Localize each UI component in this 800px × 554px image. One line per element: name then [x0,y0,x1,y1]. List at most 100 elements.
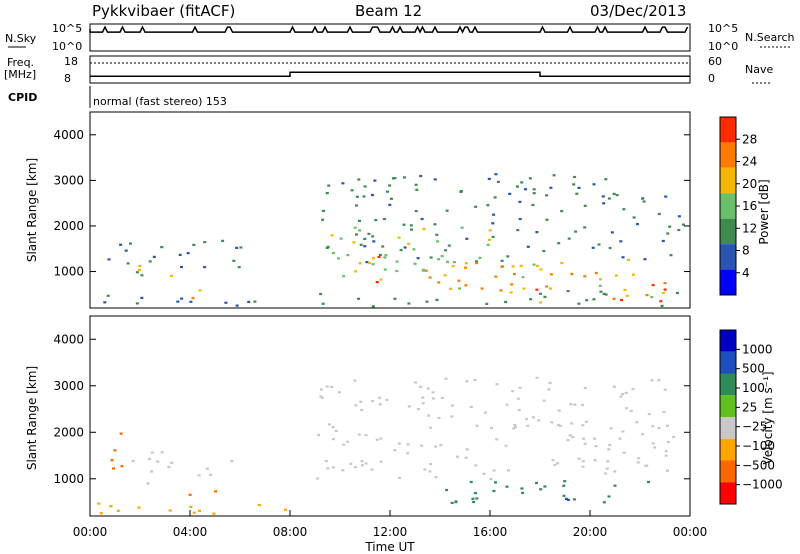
colorbar-swatch [720,438,736,461]
colorbar-swatch [720,167,736,194]
cell-velocity-4 [469,405,473,409]
xtick-label: 20:00 [573,525,608,539]
colorbar-tick-label: −1000 [742,478,783,492]
cell-velocity-4 [650,379,654,382]
cell-power-5 [532,188,536,191]
cell-velocity-5 [445,488,449,492]
velocity-frame [89,315,691,517]
cell-velocity-4 [635,421,639,424]
cell-power-0 [186,252,190,255]
cell-velocity-5 [539,488,543,491]
cell-velocity-5 [494,481,497,484]
cell-velocity-4 [332,438,335,441]
cell-power-4 [224,301,228,304]
cell-power-6 [358,229,362,232]
cell-velocity-2 [188,493,192,496]
cell-velocity-4 [582,437,586,440]
cell-power-5 [575,192,579,195]
cell-power-5 [475,260,478,263]
cell-velocity-5 [471,497,475,500]
cell-velocity-4 [647,412,651,416]
cell-power-8 [583,275,587,278]
cell-power-5 [350,189,354,192]
velocity-colorbar-label: Velocity [m s⁻¹] [761,371,775,464]
cell-velocity-4 [378,403,382,406]
velocity-cells [97,376,676,515]
cell-velocity-4 [416,408,420,411]
cell-power-5 [668,225,672,228]
cell-velocity-4 [437,416,441,420]
cell-velocity-4 [551,459,555,462]
cell-velocity-4 [581,465,585,468]
cell-power-9 [509,291,513,294]
cell-velocity-4 [330,385,334,388]
cell-velocity-4 [550,421,554,424]
cell-velocity-4 [359,400,363,403]
cell-power-6 [436,240,440,243]
cell-velocity-4 [608,443,612,447]
cell-velocity-4 [573,403,577,406]
cell-power-6 [330,234,334,237]
cell-power-5 [545,218,549,221]
cell-power-9 [545,285,549,288]
cell-power-5 [681,223,685,226]
cell-velocity-3 [192,511,196,514]
cell-velocity-4 [581,403,584,407]
nsky-label: N.Sky [5,32,37,45]
colorbar-swatch [720,351,736,374]
cell-velocity-2 [214,490,218,493]
cell-velocity-4 [465,380,469,383]
cell-velocity-6 [566,498,570,501]
cell-velocity-4 [473,378,477,382]
cell-power-9 [549,287,552,290]
cell-velocity-5 [607,495,611,498]
cell-velocity-4 [342,443,346,446]
cell-velocity-4 [429,463,432,466]
cell-power-5 [388,203,392,206]
cell-velocity-4 [517,409,521,412]
cell-power-0 [135,271,139,274]
cell-velocity-4 [360,408,364,412]
cell-power-5 [382,217,386,221]
velocity-ylabel: Slant Range [km] [25,366,39,470]
cell-velocity-4 [320,396,324,399]
ytick-label: 3000 [53,379,84,393]
cell-power-5 [602,202,606,205]
cell-velocity-4 [431,397,435,400]
cell-power-5 [619,240,623,243]
cell-velocity-1 [209,473,213,476]
cell-power-5 [321,209,325,212]
cell-velocity-4 [672,435,676,439]
power-cells [103,173,685,308]
cell-power-5 [643,258,647,261]
cell-velocity-4 [331,425,335,429]
station-title: Pykkvibaer (fitACF) [92,2,235,20]
cell-velocity-4 [624,391,628,395]
cell-velocity-5 [572,498,576,501]
cell-power-6 [337,257,340,260]
cell-velocity-4 [464,456,468,459]
cell-power-10 [319,292,323,296]
cell-velocity-4 [444,377,448,380]
xtick-label: 08:00 [273,525,308,539]
cell-power-6 [412,248,416,251]
cell-velocity-4 [398,476,401,479]
cell-power-0 [203,266,207,269]
cell-power-8 [614,274,618,277]
cell-velocity-5 [469,480,473,484]
cell-power-5 [567,237,571,240]
cell-power-8 [449,287,453,290]
cell-velocity-4 [474,464,478,467]
cell-velocity-4 [319,395,323,398]
cell-power-6 [352,241,356,244]
cell-power-5 [493,196,497,199]
cell-power-10 [538,292,542,295]
colorbar-tick-label: 1000 [742,342,773,356]
cell-power-10 [675,291,679,295]
cell-velocity-4 [664,454,668,457]
cell-velocity-4 [379,460,383,463]
cell-power-5 [389,197,393,200]
cell-power-5 [597,243,601,246]
cell-velocity-1 [197,474,201,477]
cell-velocity-1 [150,470,153,473]
